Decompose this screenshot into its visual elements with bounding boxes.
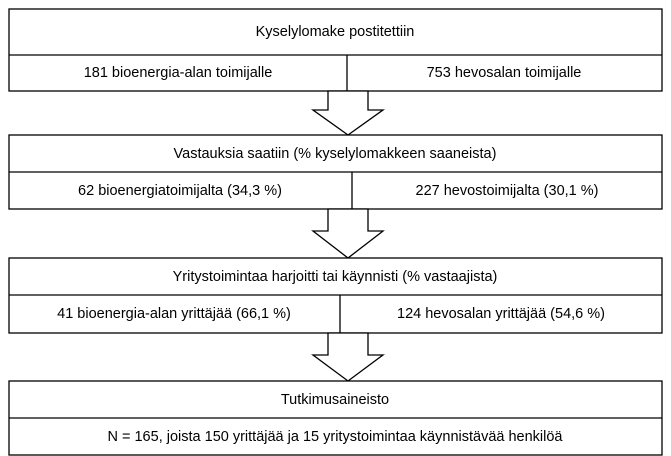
- step-title: Tutkimusaineisto: [281, 392, 389, 408]
- step-title: Kyselylomake postitettiin: [256, 24, 415, 40]
- step-title: Vastauksia saatiin (% kyselylomakkeen sa…: [174, 146, 497, 162]
- step-cell: 753 hevosalan toimijalle: [427, 65, 582, 81]
- step-box: [8, 8, 663, 92]
- step-cell: 41 bioenergia-alan yrittäjää (66,1 %): [57, 306, 291, 322]
- step-title: Yritystoimintaa harjoitti tai käynnisti …: [173, 269, 498, 285]
- arrow: [310, 90, 386, 136]
- step-cell: 124 hevosalan yrittäjää (54,6 %): [397, 306, 605, 322]
- step-cell: N = 165, joista 150 yrittäjää ja 15 yrit…: [108, 429, 564, 445]
- step-cell: 181 bioenergia-alan toimijalle: [84, 65, 273, 81]
- arrow: [311, 332, 385, 382]
- step-cell: 227 hevostoimijalta (30,1 %): [416, 183, 599, 199]
- arrow: [311, 208, 385, 259]
- step-cell: 62 bioenergiatoimijalta (34,3 %): [78, 183, 282, 199]
